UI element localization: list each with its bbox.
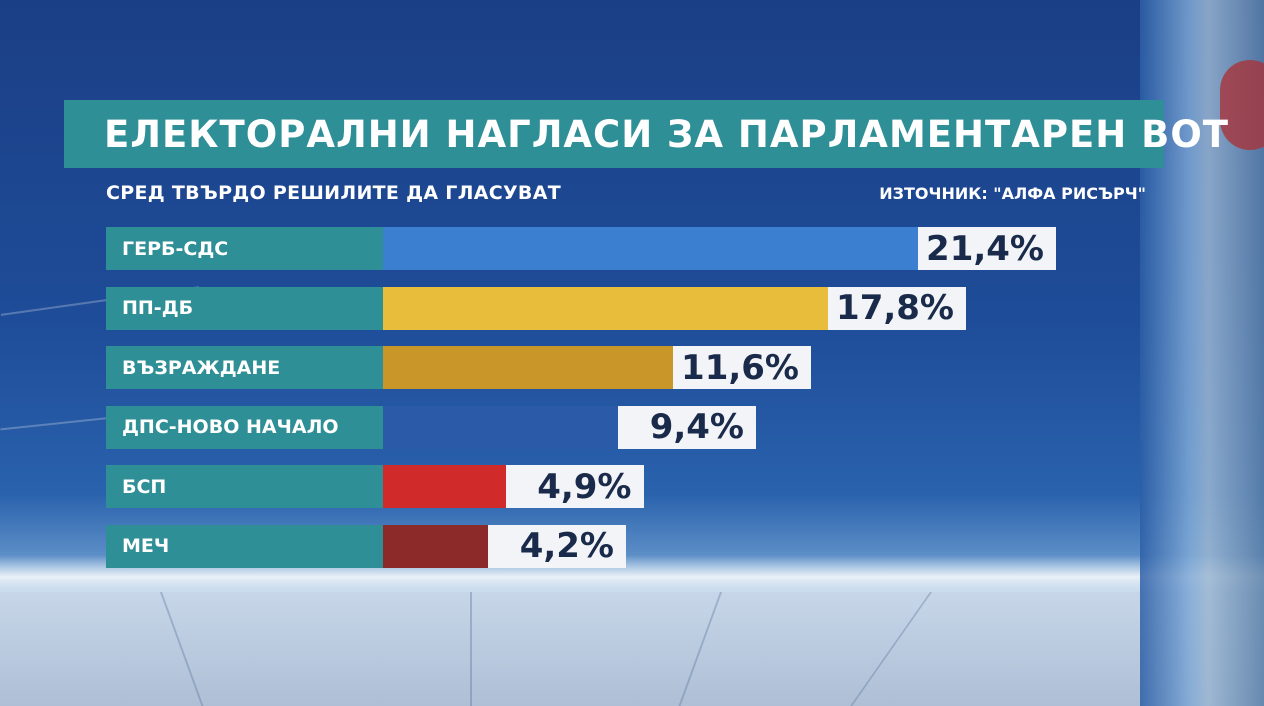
value-label: 21,4% xyxy=(918,227,1056,270)
value-label: 17,8% xyxy=(828,286,966,330)
studio-floor xyxy=(0,592,1264,706)
bar-row: БСП 4,9% xyxy=(106,465,644,508)
bar xyxy=(383,465,506,508)
value-label: 9,4% xyxy=(618,405,756,449)
bar xyxy=(383,405,618,449)
bar-row: ПП-ДБ 17,8% xyxy=(106,286,966,330)
bar xyxy=(383,227,918,270)
category-label: ВЪЗРАЖДАНЕ xyxy=(106,346,383,389)
category-label: БСП xyxy=(106,465,383,508)
category-label: ПП-ДБ xyxy=(106,286,383,330)
bar-row: ВЪЗРАЖДАНЕ 11,6% xyxy=(106,346,811,389)
category-label: ГЕРБ-СДС xyxy=(106,227,383,270)
bar xyxy=(383,346,673,389)
value-label: 4,9% xyxy=(505,465,644,508)
floor-line xyxy=(470,592,472,706)
bar xyxy=(383,524,488,568)
title-band: ЕЛЕКТОРАЛНИ НАГЛАСИ ЗА ПАРЛАМЕНТАРЕН ВОТ xyxy=(64,100,1228,168)
bar-row: МЕЧ 4,2% xyxy=(106,524,626,568)
value-label: 11,6% xyxy=(673,346,811,389)
bar-row: ДПС-НОВО НАЧАЛО 9,4% xyxy=(106,405,756,449)
chart-title: ЕЛЕКТОРАЛНИ НАГЛАСИ ЗА ПАРЛАМЕНТАРЕН ВОТ xyxy=(104,112,1230,156)
category-label: ДПС-НОВО НАЧАЛО xyxy=(106,405,383,449)
category-label: МЕЧ xyxy=(106,524,383,568)
value-label: 4,2% xyxy=(488,524,626,568)
studio-decor xyxy=(1220,60,1264,150)
bar-row: ГЕРБ-СДС 21,4% xyxy=(106,227,1056,270)
source-label: ИЗТОЧНИК: "АЛФА РИСЪРЧ" xyxy=(879,184,1146,203)
bar xyxy=(383,286,828,330)
chart-subtitle: СРЕД ТВЪРДО РЕШИЛИТЕ ДА ГЛАСУВАТ xyxy=(106,182,561,204)
